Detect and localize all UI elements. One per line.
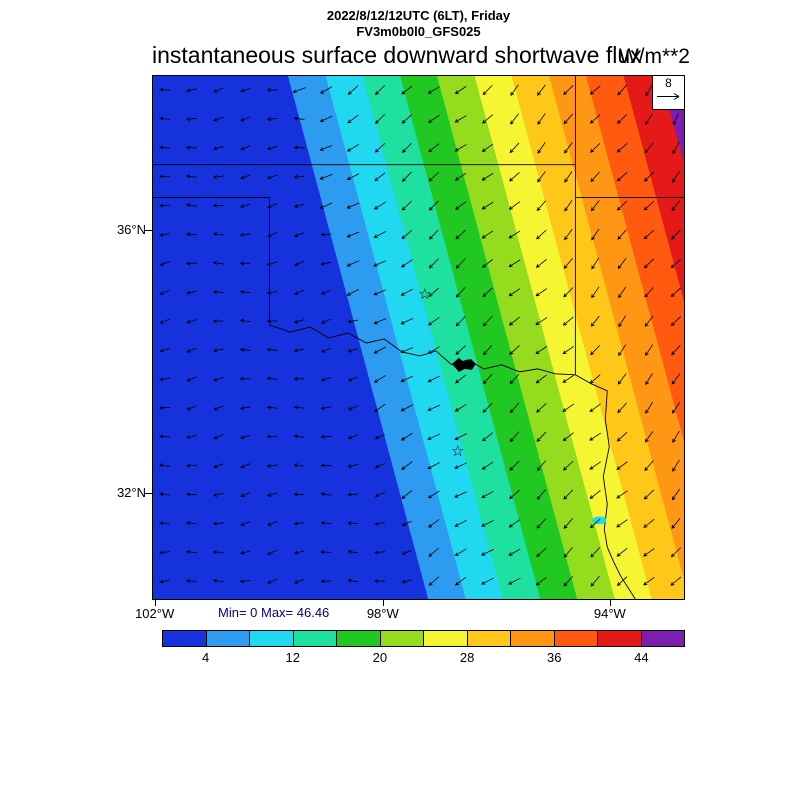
wind-vector-field bbox=[159, 83, 682, 587]
units-label: W/m**2 bbox=[618, 45, 690, 68]
reference-vector-box: 8 bbox=[652, 75, 685, 110]
y-axis-tick-label: 32°N bbox=[116, 484, 146, 500]
colorbar-segment bbox=[379, 631, 423, 646]
colorbar-tick-label: 44 bbox=[634, 650, 649, 665]
red-river-border bbox=[269, 324, 608, 392]
plot-title: instantaneous surface downward shortwave… bbox=[152, 42, 642, 68]
minmax-label: Min= 0 Max= 46.46 bbox=[218, 605, 330, 620]
colorbar-segment bbox=[292, 631, 336, 646]
datetime-title: 2022/8/12/12UTC (6LT), Friday bbox=[326, 8, 511, 23]
colorbar-segment bbox=[163, 631, 206, 646]
wind-vectors bbox=[159, 83, 682, 587]
colorbar-segment bbox=[510, 631, 554, 646]
colorbar-tick-label: 28 bbox=[459, 650, 475, 665]
colorbar-segment bbox=[597, 631, 641, 646]
y-axis-tick bbox=[145, 492, 152, 494]
colorbar-segment bbox=[640, 631, 684, 646]
city-star-marker: ☆ bbox=[418, 285, 432, 303]
y-axis-tick bbox=[145, 229, 152, 231]
city-star-marker: ☆ bbox=[451, 442, 465, 460]
x-axis-tick bbox=[382, 600, 384, 606]
map-panel: ☆ ☆ 8 bbox=[152, 75, 685, 600]
x-axis-tick bbox=[609, 600, 611, 606]
x-axis-tick bbox=[154, 600, 156, 606]
model-title: FV3m0b0l0_GFS025 bbox=[356, 24, 481, 39]
colorbar-segment bbox=[336, 631, 380, 646]
x-axis-tick-label: 98°W bbox=[366, 606, 399, 621]
reference-vector-value: 8 bbox=[665, 76, 672, 90]
markers-layer: ☆ ☆ bbox=[153, 76, 684, 599]
colorbar bbox=[162, 630, 685, 647]
reference-vector-arrow bbox=[657, 93, 680, 100]
colorbar-tick-label: 20 bbox=[372, 650, 388, 665]
x-axis-tick-label: 102°W bbox=[135, 606, 175, 621]
flux-field bbox=[153, 76, 684, 599]
colorbar-tick-label: 4 bbox=[201, 650, 210, 665]
colorbar-segment bbox=[423, 631, 467, 646]
y-axis-tick-label: 36°N bbox=[116, 221, 146, 237]
texas-east-border bbox=[602, 390, 636, 599]
colorbar-tick-label: 12 bbox=[285, 650, 300, 665]
colorbar-labels: 4 12 20 28 36 44 bbox=[162, 650, 685, 666]
colorbar-segment bbox=[553, 631, 597, 646]
lake-texoma bbox=[451, 357, 476, 372]
colorbar-segment bbox=[205, 631, 249, 646]
colorbar-tick-label: 36 bbox=[547, 650, 562, 665]
colorbar-segment bbox=[249, 631, 293, 646]
state-border-lines bbox=[153, 76, 684, 375]
colorbar-segment bbox=[466, 631, 510, 646]
state-boundaries bbox=[153, 76, 684, 599]
x-axis-tick-label: 94°W bbox=[593, 606, 626, 621]
